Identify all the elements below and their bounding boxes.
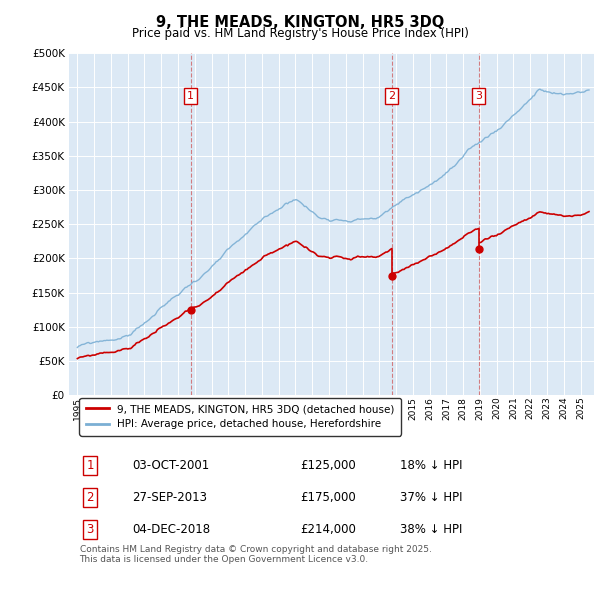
- Text: 04-DEC-2018: 04-DEC-2018: [132, 523, 210, 536]
- Text: 38% ↓ HPI: 38% ↓ HPI: [400, 523, 462, 536]
- Text: £214,000: £214,000: [300, 523, 356, 536]
- Text: £125,000: £125,000: [300, 459, 356, 472]
- Text: Price paid vs. HM Land Registry's House Price Index (HPI): Price paid vs. HM Land Registry's House …: [131, 27, 469, 40]
- Text: 3: 3: [86, 523, 94, 536]
- Text: 18% ↓ HPI: 18% ↓ HPI: [400, 459, 462, 472]
- Text: 27-SEP-2013: 27-SEP-2013: [132, 491, 207, 504]
- Text: 3: 3: [475, 91, 482, 101]
- Text: Contains HM Land Registry data © Crown copyright and database right 2025.
This d: Contains HM Land Registry data © Crown c…: [79, 545, 431, 564]
- Text: 2: 2: [86, 491, 94, 504]
- Text: 1: 1: [187, 91, 194, 101]
- Text: 9, THE MEADS, KINGTON, HR5 3DQ: 9, THE MEADS, KINGTON, HR5 3DQ: [156, 15, 444, 30]
- Text: 03-OCT-2001: 03-OCT-2001: [132, 459, 209, 472]
- Text: £175,000: £175,000: [300, 491, 356, 504]
- Text: 1: 1: [86, 459, 94, 472]
- Text: 37% ↓ HPI: 37% ↓ HPI: [400, 491, 462, 504]
- Legend: 9, THE MEADS, KINGTON, HR5 3DQ (detached house), HPI: Average price, detached ho: 9, THE MEADS, KINGTON, HR5 3DQ (detached…: [79, 398, 401, 435]
- Text: 2: 2: [388, 91, 395, 101]
